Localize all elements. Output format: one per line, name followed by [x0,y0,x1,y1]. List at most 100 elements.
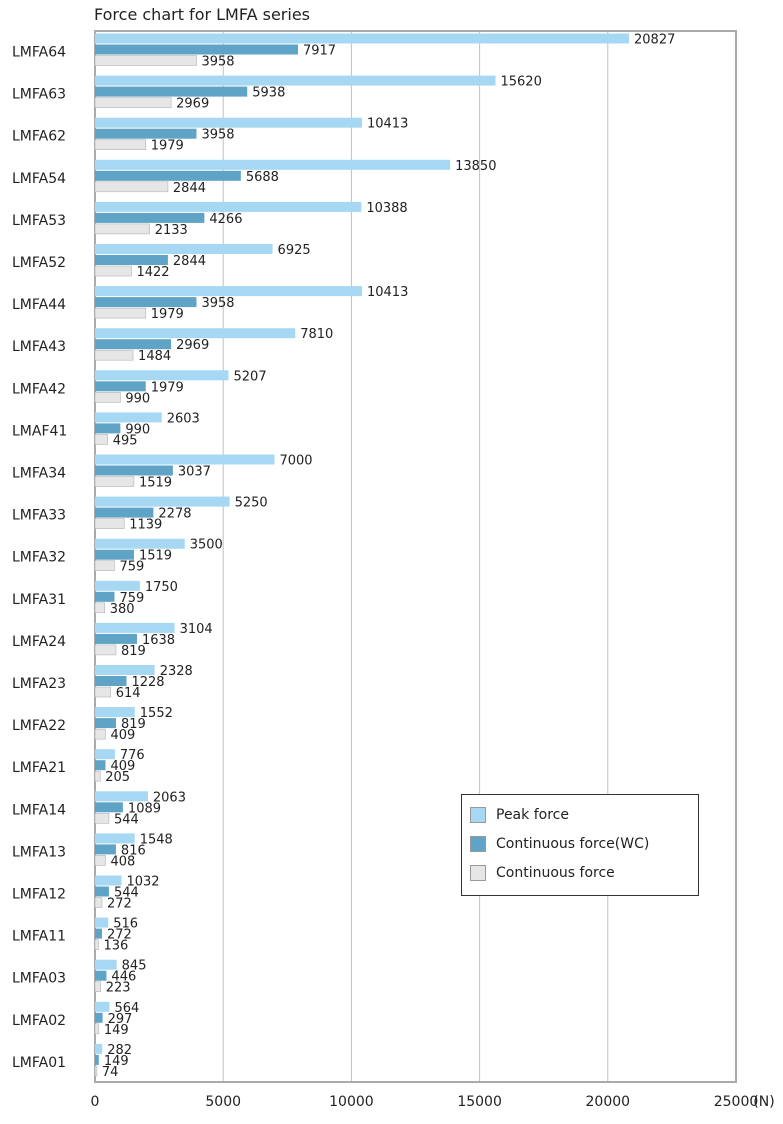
bar-lmfa33-peak-force [95,496,230,507]
bar-lmfa43-continuous-force-wc [95,339,172,350]
value-label-lmfa44-peak-force: 10413 [367,285,408,300]
value-label-lmfa43-continuous-force-wc: 2969 [176,338,209,353]
category-label-lmfa11: LMFA11 [12,929,66,945]
value-label-lmfa34-continuous-force-wc: 3037 [178,465,211,480]
value-label-lmfa64-peak-force: 20827 [634,33,675,48]
bar-lmaf41-continuous-force-wc [95,423,121,434]
x-tick-0: 0 [91,1094,100,1110]
bar-lmfa44-continuous-force-wc [95,297,197,308]
value-label-lmfa23-peak-force: 2328 [160,664,193,679]
value-label-lmfa54-peak-force: 13850 [455,159,496,174]
bar-lmfa03-continuous-force-wc [95,970,107,981]
category-label-lmfa44: LMFA44 [12,297,66,313]
value-label-lmfa62-continuous-force-wc: 3958 [201,128,234,143]
bar-lmfa53-continuous-force [94,223,150,235]
value-label-lmfa31-continuous-force-wc: 759 [119,591,144,606]
value-label-lmaf41-continuous-force: 495 [113,433,138,448]
bar-lmfa13-peak-force [95,833,135,844]
category-label-lmfa52: LMFA52 [12,255,66,271]
bar-lmfa11-continuous-force [94,939,99,950]
bar-lmfa23-continuous-force-wc [95,676,127,686]
legend-label-continuous-force-wc: Continuous force(WC) [496,836,650,852]
bar-lmfa44-continuous-force [94,307,147,319]
value-label-lmfa52-continuous-force: 1422 [136,265,169,280]
bar-lmfa13-continuous-force-wc [95,844,116,855]
bar-lmfa52-continuous-force-wc [95,255,168,265]
bar-lmfa62-peak-force [95,117,362,128]
category-label-lmaf41: LMAF41 [12,423,67,439]
category-label-lmfa13: LMFA13 [12,844,66,860]
category-label-lmfa54: LMFA54 [12,171,66,187]
bar-lmfa33-continuous-force-wc [95,507,154,518]
bar-lmaf41-continuous-force [94,434,108,445]
value-label-lmfa31-continuous-force: 380 [110,602,135,617]
bar-lmfa52-peak-force [95,244,273,254]
value-label-lmfa21-continuous-force: 205 [105,770,130,785]
bar-lmfa12-continuous-force-wc [95,886,109,897]
value-label-lmfa64-continuous-force-wc: 7917 [303,44,336,59]
bar-lmfa22-continuous-force [94,728,106,740]
value-label-lmfa32-continuous-force-wc: 1519 [139,549,172,564]
bar-lmfa03-continuous-force [94,981,102,993]
value-label-lmfa12-peak-force: 1032 [126,875,159,890]
bar-lmfa54-peak-force [95,159,451,170]
bar-lmfa34-continuous-force [94,476,135,487]
category-label-lmfa43: LMFA43 [12,339,66,355]
bar-lmfa12-continuous-force [94,897,103,908]
value-label-lmfa13-peak-force: 1548 [140,832,173,847]
bar-lmfa21-peak-force [95,749,115,760]
value-label-lmfa62-continuous-force: 1979 [151,139,184,154]
legend-swatch-continuous-force-wc [470,836,486,852]
bar-lmfa13-continuous-force [94,855,106,866]
bar-lmfa42-continuous-force [94,391,121,403]
value-label-lmfa34-peak-force: 7000 [279,454,312,469]
value-label-lmfa01-continuous-force: 74 [102,1065,119,1080]
bar-lmfa02-peak-force [95,1001,110,1012]
bar-lmfa62-continuous-force-wc [95,128,197,139]
value-label-lmfa01-peak-force: 282 [107,1043,132,1058]
legend-label-peak-force: Peak force [496,807,569,823]
value-label-lmfa54-continuous-force-wc: 5688 [246,170,279,185]
category-label-lmfa21: LMFA21 [12,760,66,776]
legend-swatch-peak-force [470,807,486,823]
bar-lmfa22-peak-force [95,707,135,718]
value-label-lmfa22-continuous-force-wc: 819 [121,717,146,732]
value-label-lmfa33-continuous-force: 1139 [129,518,162,533]
bar-lmfa14-peak-force [95,791,148,802]
bars-layer: 20827 7917 3958 15620 5938 2969 10413 3958 1979 1… [94,33,675,1080]
category-label-lmfa33: LMFA33 [12,508,66,524]
bar-lmfa62-continuous-force [94,139,147,150]
value-label-lmfa53-continuous-force-wc: 4266 [209,212,242,227]
legend-item-continuous-force-wc: Continuous force(WC) [470,835,649,853]
value-label-lmfa34-continuous-force: 1519 [139,476,172,491]
value-label-lmfa42-continuous-force: 990 [125,391,150,406]
value-label-lmfa13-continuous-force-wc: 816 [121,843,146,858]
bar-lmfa44-peak-force [95,286,362,297]
value-label-lmfa52-peak-force: 6925 [278,243,311,258]
value-label-lmfa42-peak-force: 5207 [234,369,267,384]
bar-lmfa53-peak-force [95,201,362,212]
value-label-lmfa24-continuous-force: 819 [121,644,146,659]
value-label-lmfa11-continuous-force-wc: 272 [107,928,132,943]
bar-lmfa23-peak-force [95,665,155,675]
bar-lmfa52-continuous-force [94,265,132,277]
bar-lmfa64-continuous-force-wc [95,44,298,55]
category-label-lmfa14: LMFA14 [12,802,66,818]
value-label-lmfa02-continuous-force-wc: 297 [108,1012,133,1027]
value-label-lmfa31-peak-force: 1750 [145,580,178,595]
value-label-lmfa64-continuous-force: 3958 [201,55,234,70]
value-label-lmfa63-continuous-force-wc: 5938 [252,86,285,101]
category-label-lmfa24: LMFA24 [12,634,66,650]
bar-lmfa43-continuous-force [94,349,134,361]
bar-lmfa63-continuous-force [94,97,172,108]
bar-lmfa24-continuous-force-wc [95,633,137,644]
bar-lmfa21-continuous-force [94,770,101,782]
value-label-lmfa24-peak-force: 3104 [180,622,213,637]
chart-title: Force chart for LMFA series [94,5,311,24]
bar-lmfa03-peak-force [95,959,117,970]
value-label-lmfa33-continuous-force-wc: 2278 [158,507,191,522]
value-label-lmfa03-continuous-force-wc: 446 [111,970,136,985]
value-label-lmfa02-continuous-force: 149 [104,1023,129,1038]
value-label-lmfa22-peak-force: 1552 [140,706,173,721]
